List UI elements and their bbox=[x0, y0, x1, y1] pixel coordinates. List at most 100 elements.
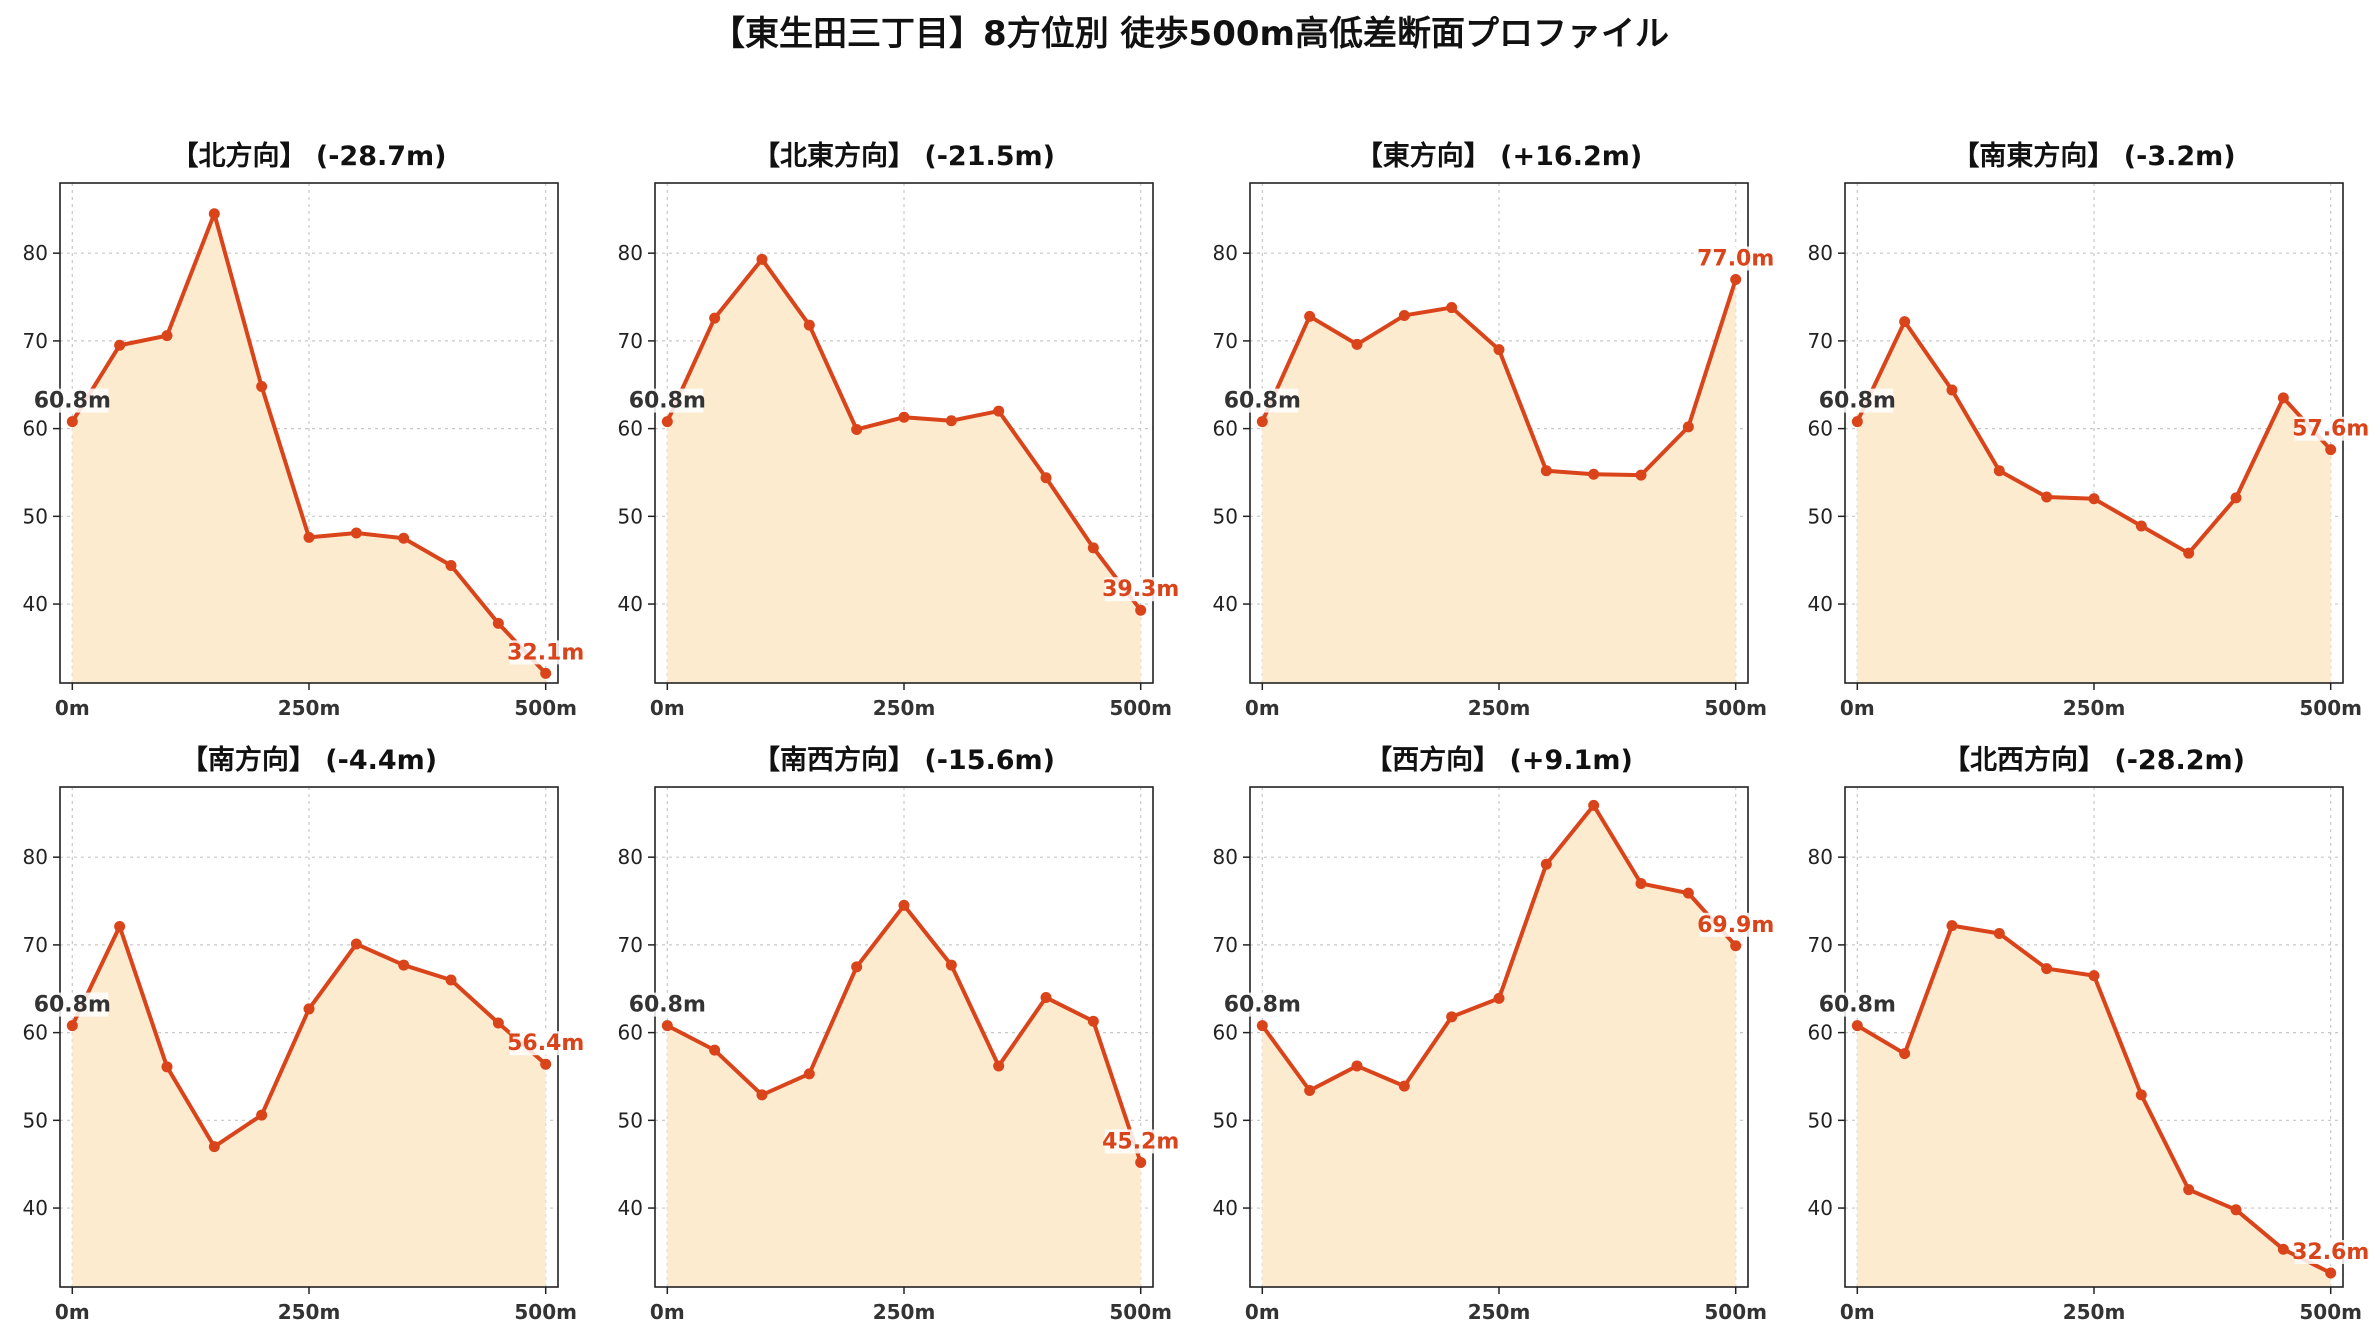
data-point bbox=[492, 1017, 504, 1029]
area-fill bbox=[1857, 925, 2331, 1287]
chart-panel: 【東方向】 (+16.2m) 40 50 60 70 80 0m 250m 500m 60.8m 7… bbox=[1213, 140, 1775, 720]
y-tick-label: 40 bbox=[618, 592, 643, 616]
elevation-label: 60.8m bbox=[34, 389, 111, 414]
y-tick-label: 40 bbox=[23, 592, 48, 616]
x-tick-label: 500m bbox=[1704, 696, 1767, 720]
y-tick-label: 40 bbox=[1808, 1196, 1833, 1220]
y-tick-label: 70 bbox=[1808, 329, 1833, 353]
data-point bbox=[2135, 1089, 2147, 1101]
x-tick-label: 250m bbox=[1468, 1300, 1531, 1324]
data-point bbox=[1256, 416, 1268, 428]
y-tick-label: 50 bbox=[1213, 504, 1238, 528]
x-tick-label: 0m bbox=[1245, 1300, 1280, 1324]
area-fill bbox=[72, 926, 546, 1287]
area-fill bbox=[1262, 279, 1736, 683]
x-tick-label: 500m bbox=[2299, 1300, 2362, 1324]
data-point bbox=[993, 405, 1005, 417]
y-tick-label: 80 bbox=[1808, 845, 1833, 869]
label-background bbox=[631, 388, 704, 413]
data-point bbox=[1540, 858, 1552, 870]
area-fill bbox=[667, 259, 1141, 683]
area-fill bbox=[1262, 805, 1736, 1287]
data-point bbox=[2277, 392, 2289, 404]
data-point bbox=[1256, 1020, 1268, 1032]
x-tick-label: 250m bbox=[2063, 696, 2126, 720]
data-point bbox=[1993, 927, 2005, 939]
label-background bbox=[1226, 388, 1299, 413]
data-point bbox=[256, 381, 268, 393]
data-point bbox=[756, 1089, 768, 1101]
panel-title: 【北方向】 (-28.7m) bbox=[171, 140, 446, 172]
data-point bbox=[350, 938, 362, 950]
data-point bbox=[1446, 1011, 1458, 1023]
elevation-label: 32.1m bbox=[507, 640, 584, 665]
data-point bbox=[1588, 468, 1600, 480]
data-point bbox=[1730, 273, 1742, 285]
area-fill bbox=[667, 905, 1141, 1287]
x-tick-label: 0m bbox=[1245, 696, 1280, 720]
data-point bbox=[2183, 547, 2195, 559]
x-tick-label: 0m bbox=[55, 696, 90, 720]
y-tick-label: 50 bbox=[1808, 1108, 1833, 1132]
data-point bbox=[2230, 1204, 2242, 1216]
y-tick-label: 80 bbox=[618, 845, 643, 869]
x-tick-label: 500m bbox=[1109, 1300, 1172, 1324]
data-point bbox=[803, 1068, 815, 1080]
data-point bbox=[993, 1060, 1005, 1072]
data-point bbox=[1398, 1080, 1410, 1092]
data-point bbox=[1087, 1015, 1099, 1027]
label-background bbox=[1104, 577, 1177, 602]
data-point bbox=[1730, 940, 1742, 952]
panel-title: 【東方向】 (+16.2m) bbox=[1356, 140, 1642, 172]
data-point bbox=[2277, 1243, 2289, 1255]
data-point bbox=[2041, 963, 2053, 975]
elevation-label: 60.8m bbox=[1224, 389, 1301, 414]
data-point bbox=[1899, 316, 1911, 328]
y-tick-label: 60 bbox=[618, 1021, 643, 1045]
y-tick-label: 80 bbox=[1808, 241, 1833, 265]
y-tick-label: 40 bbox=[1213, 592, 1238, 616]
panel-title: 【南東方向】 (-3.2m) bbox=[1952, 140, 2235, 172]
elevation-label: 60.8m bbox=[34, 993, 111, 1018]
data-point bbox=[1135, 1156, 1147, 1168]
y-tick-label: 70 bbox=[618, 329, 643, 353]
data-point bbox=[114, 339, 126, 351]
label-background bbox=[2294, 416, 2367, 441]
y-tick-label: 50 bbox=[618, 1108, 643, 1132]
y-tick-label: 60 bbox=[1213, 1021, 1238, 1045]
x-tick-label: 0m bbox=[1840, 696, 1875, 720]
data-point bbox=[398, 532, 410, 544]
data-point bbox=[1304, 310, 1316, 322]
data-point bbox=[1851, 1020, 1863, 1032]
data-point bbox=[945, 959, 957, 971]
data-point bbox=[1398, 309, 1410, 321]
data-point bbox=[1588, 799, 1600, 811]
label-background bbox=[2294, 1239, 2367, 1264]
chart-panel: 【南東方向】 (-3.2m) 40 50 60 70 80 0m 250m 500m 60.8m 5… bbox=[1808, 140, 2370, 720]
data-point bbox=[66, 416, 78, 428]
y-tick-label: 70 bbox=[23, 329, 48, 353]
y-tick-label: 60 bbox=[618, 417, 643, 441]
data-point bbox=[709, 1044, 721, 1056]
label-background bbox=[1226, 992, 1299, 1017]
elevation-label: 60.8m bbox=[629, 389, 706, 414]
label-background bbox=[509, 1031, 582, 1056]
data-point bbox=[1040, 472, 1052, 484]
y-tick-label: 50 bbox=[23, 1108, 48, 1132]
data-point bbox=[2325, 1267, 2337, 1279]
data-point bbox=[303, 531, 315, 543]
y-tick-label: 40 bbox=[23, 1196, 48, 1220]
y-tick-label: 50 bbox=[23, 504, 48, 528]
y-tick-label: 60 bbox=[23, 1021, 48, 1045]
data-point bbox=[756, 253, 768, 265]
x-tick-label: 250m bbox=[2063, 1300, 2126, 1324]
data-point bbox=[2041, 491, 2053, 503]
data-point bbox=[2183, 1184, 2195, 1196]
label-background bbox=[631, 992, 704, 1017]
x-tick-label: 250m bbox=[278, 696, 341, 720]
elevation-label: 69.9m bbox=[1697, 913, 1774, 938]
data-point bbox=[2088, 970, 2100, 982]
x-tick-label: 250m bbox=[873, 1300, 936, 1324]
x-tick-label: 250m bbox=[873, 696, 936, 720]
panel-title: 【北西方向】 (-28.2m) bbox=[1943, 744, 2245, 776]
